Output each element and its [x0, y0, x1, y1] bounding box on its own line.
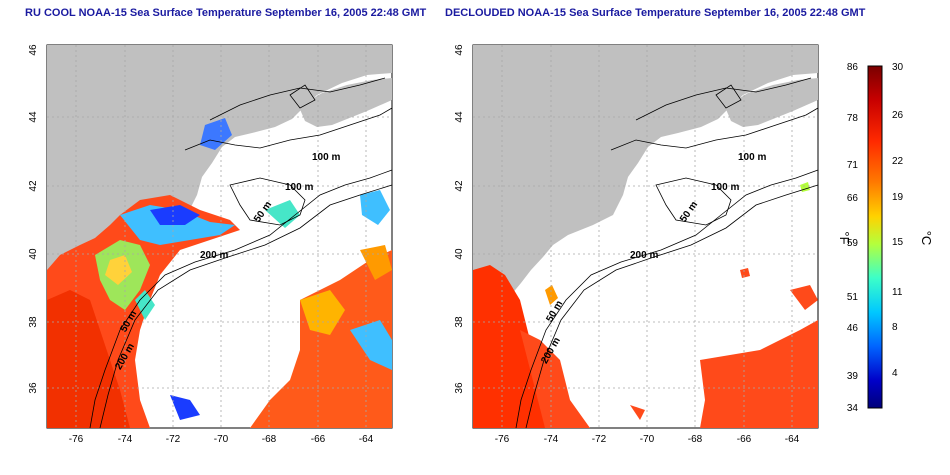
- lon-tick-label: -66: [311, 434, 326, 445]
- lat-tick-label: 42: [454, 180, 465, 192]
- lat-tick-label: 36: [454, 382, 465, 394]
- celsius-tick: 30: [892, 62, 904, 73]
- contour-label: 200 m: [630, 250, 658, 261]
- celsius-tick: 4: [892, 368, 898, 379]
- contour-label: 100 m: [312, 152, 340, 163]
- lon-tick-label: -74: [118, 434, 133, 445]
- bathymetry-contours: [515, 77, 819, 429]
- lat-tick-label: 44: [28, 111, 39, 123]
- celsius-tick: 11: [892, 287, 903, 298]
- celsius-tick: 8: [892, 322, 898, 333]
- sst-swath: [47, 118, 392, 428]
- celsius-tick: 22: [892, 156, 904, 167]
- lon-tick-label: -76: [69, 434, 84, 445]
- contour-label: 200 m: [200, 250, 228, 261]
- lon-tick-label: -72: [166, 434, 181, 445]
- fahrenheit-tick: 34: [847, 403, 859, 414]
- lat-tick-label: 38: [454, 316, 465, 328]
- left-panel-title: RU COOL NOAA-15 Sea Surface Temperature …: [25, 7, 427, 19]
- lat-tick-label: 42: [28, 180, 39, 192]
- contour-label: 100 m: [738, 152, 766, 163]
- left-lon-axis: -76 -74 -72 -70 -68 -66 -64: [69, 434, 374, 445]
- colorbar-gradient: [867, 65, 883, 409]
- lon-tick-label: -72: [592, 434, 607, 445]
- fahrenheit-tick: 39: [847, 371, 859, 382]
- right-map-panel: [472, 44, 819, 429]
- lat-tick-label: 46: [28, 44, 39, 56]
- lon-tick-label: -68: [262, 434, 277, 445]
- fahrenheit-tick: 78: [847, 113, 859, 124]
- fahrenheit-tick: 66: [847, 193, 859, 204]
- lon-tick-label: -64: [359, 434, 374, 445]
- celsius-tick: 15: [892, 237, 904, 248]
- lon-tick-label: -70: [640, 434, 655, 445]
- fahrenheit-tick: 51: [847, 292, 859, 303]
- lon-tick-label: -66: [737, 434, 752, 445]
- lon-tick-label: -76: [495, 434, 510, 445]
- right-lon-axis: -76 -74 -72 -70 -68 -66 -64: [495, 434, 800, 445]
- lat-tick-label: 44: [454, 111, 465, 123]
- left-map-panel: [46, 44, 393, 429]
- celsius-tick: 19: [892, 192, 904, 203]
- fahrenheit-tick: 59: [847, 238, 859, 249]
- lon-tick-label: -74: [544, 434, 559, 445]
- fahrenheit-unit-label: °F: [837, 231, 852, 244]
- left-lat-axis: 36 38 40 42 44 46: [28, 44, 39, 394]
- lat-tick-label: 40: [454, 248, 465, 260]
- lon-tick-label: -70: [214, 434, 229, 445]
- lat-tick-label: 38: [28, 316, 39, 328]
- lon-tick-label: -68: [688, 434, 703, 445]
- celsius-tick: 26: [892, 110, 904, 121]
- fahrenheit-tick: 71: [847, 160, 859, 171]
- celsius-unit-label: °C: [919, 231, 934, 246]
- contour-label: 100 m: [711, 182, 739, 193]
- right-panel-title: DECLOUDED NOAA-15 Sea Surface Temperatur…: [445, 7, 866, 19]
- lon-tick-label: -64: [785, 434, 800, 445]
- lat-tick-label: 40: [28, 248, 39, 260]
- colorbar: 86 78 71 66 59 51 46 39 34 30 26 22 19 1…: [837, 62, 934, 414]
- graticule: [473, 45, 818, 428]
- right-lat-axis: 36 38 40 42 44 46: [454, 44, 465, 394]
- lat-tick-label: 46: [454, 44, 465, 56]
- lat-tick-label: 36: [28, 382, 39, 394]
- graticule: [47, 45, 392, 428]
- bathymetry-contours: [89, 77, 393, 429]
- sst-swath: [473, 182, 818, 428]
- fahrenheit-tick: 86: [847, 62, 859, 73]
- contour-label: 100 m: [285, 182, 313, 193]
- fahrenheit-tick: 46: [847, 323, 859, 334]
